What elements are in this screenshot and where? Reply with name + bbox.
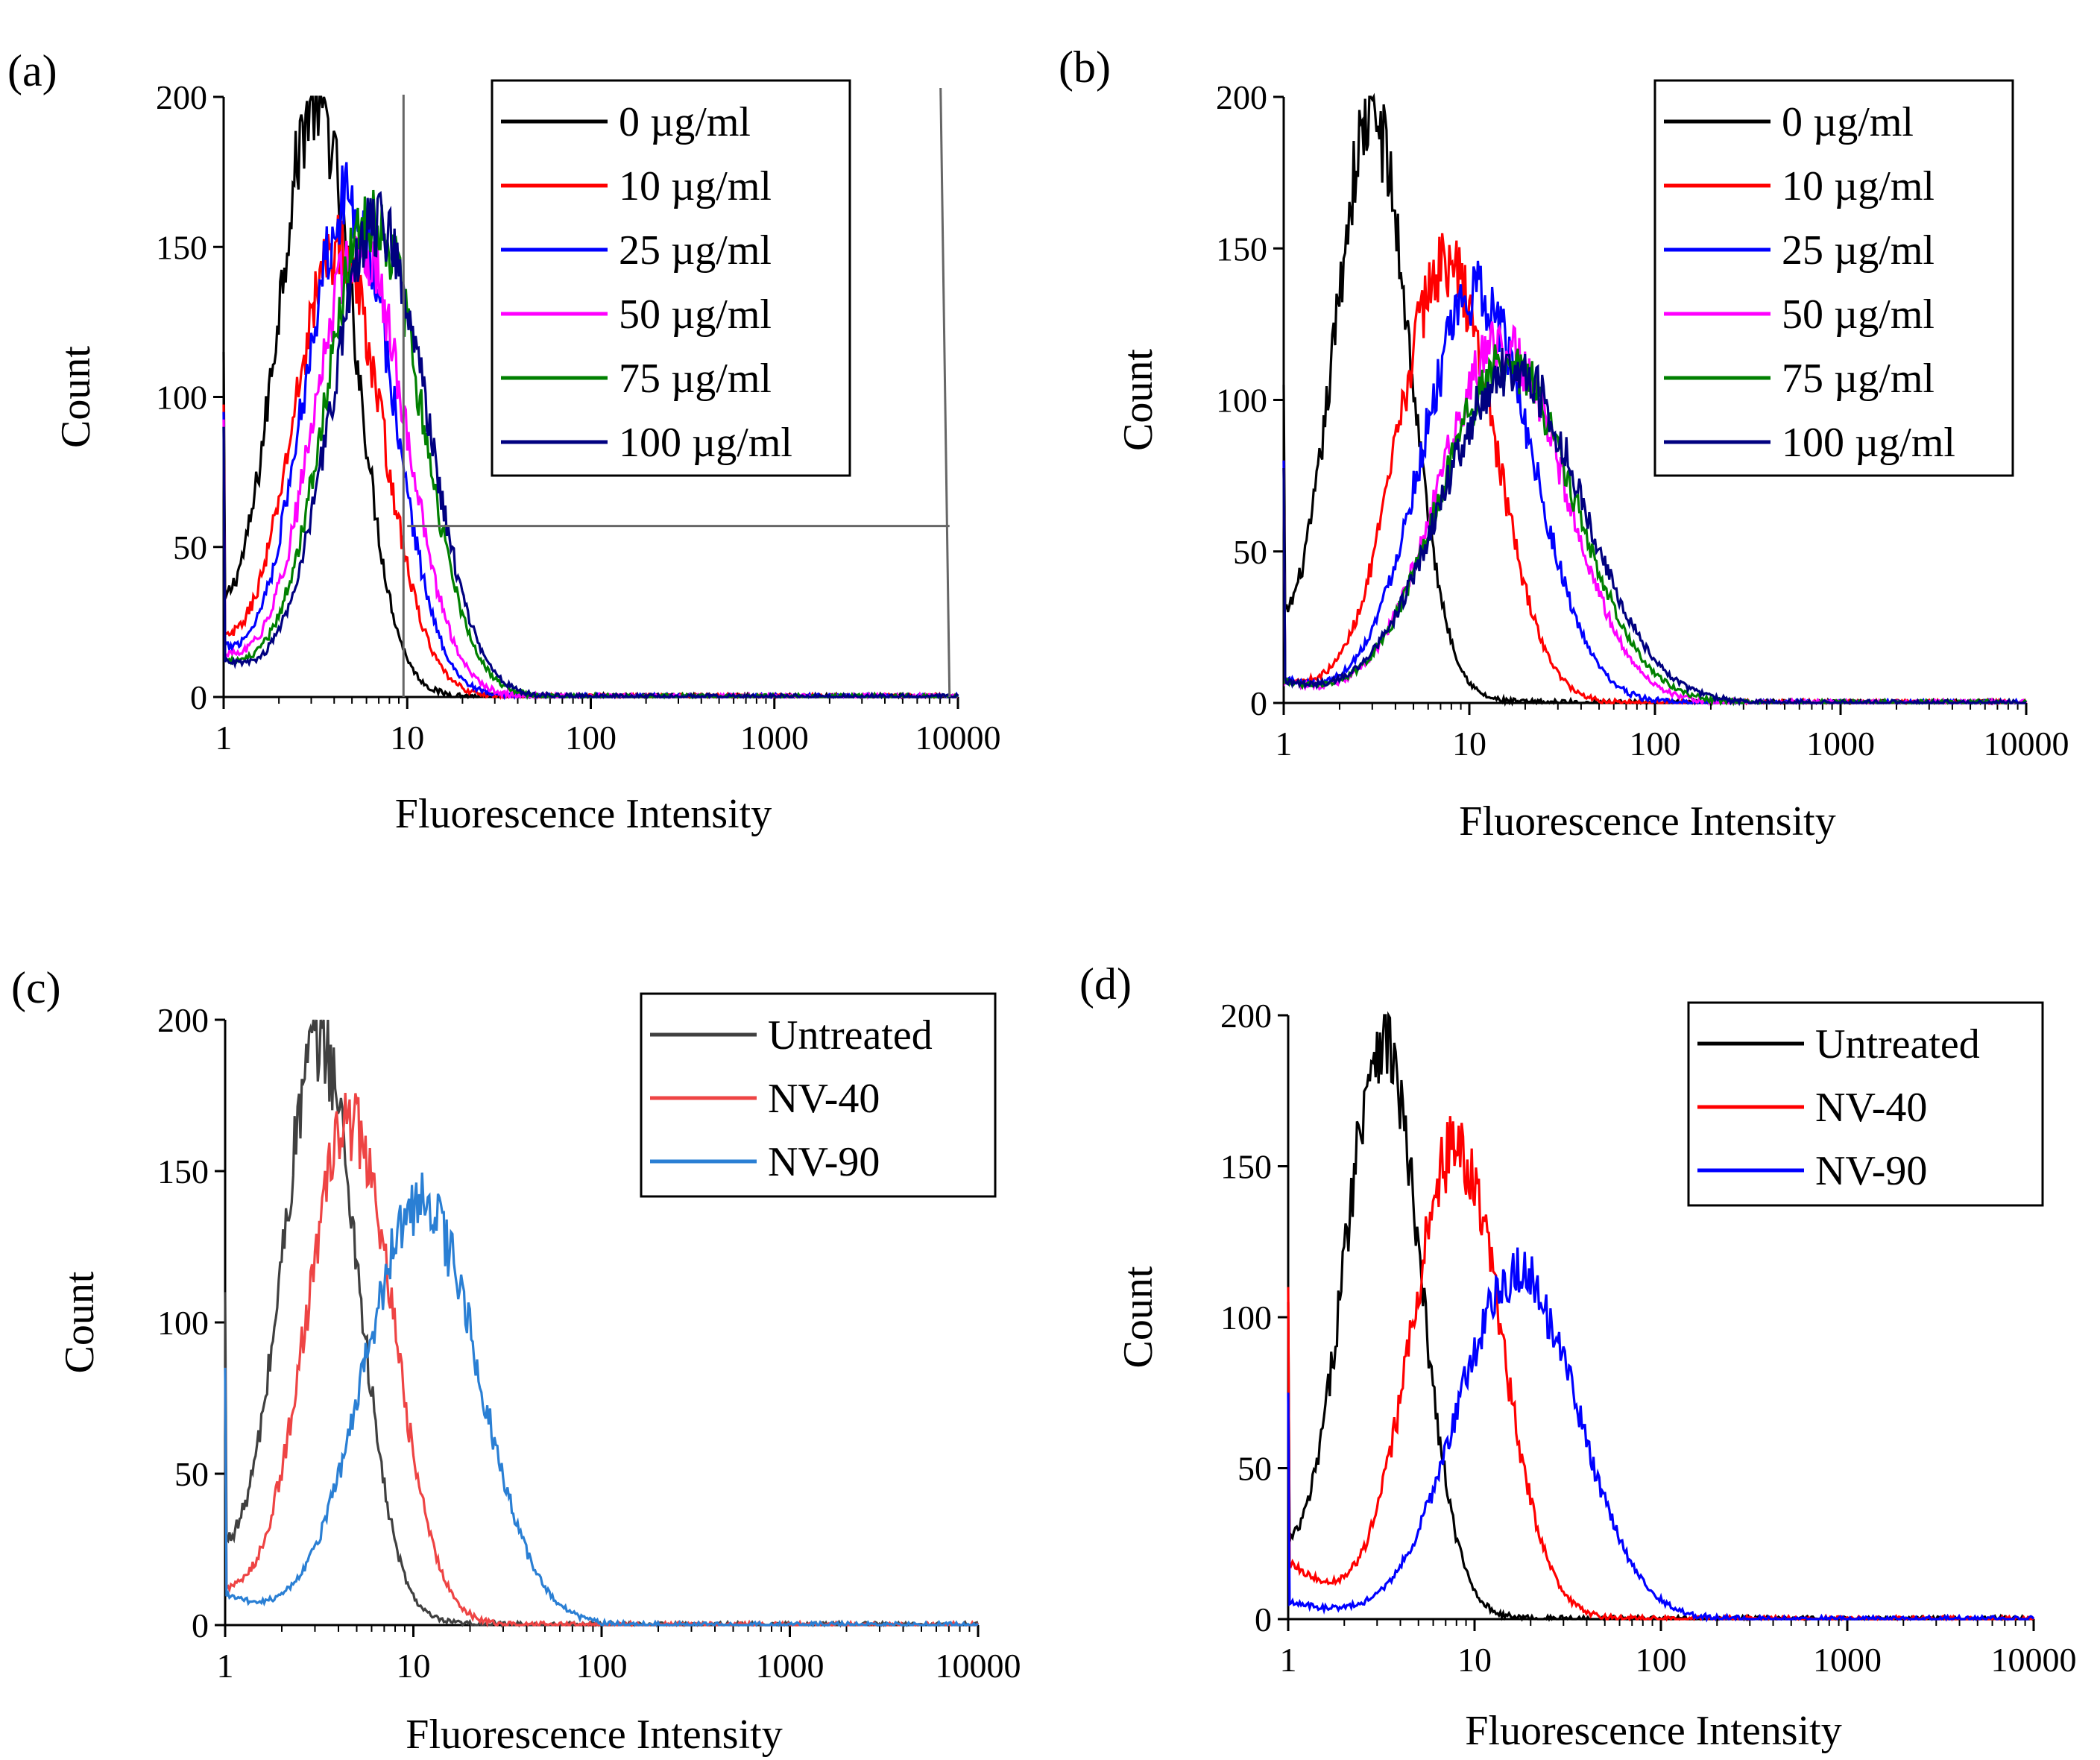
- legend-label: Untreated: [768, 1012, 933, 1059]
- series-line-100-g-ml: [222, 191, 959, 700]
- x-tick-label: 100: [576, 1647, 628, 1685]
- y-tick-label: 50: [173, 529, 207, 567]
- y-axis-title: Count: [1115, 1266, 1161, 1368]
- panel-label: (a): [7, 46, 57, 95]
- legend-label: 25 µg/ml: [1782, 227, 1935, 274]
- x-tick-label: 100: [1636, 1641, 1687, 1679]
- legend-label: NV-40: [1815, 1085, 1927, 1131]
- legend-label: 100 µg/ml: [1782, 420, 1955, 466]
- x-axis-title: Fluorescence Intensity: [1459, 798, 1835, 845]
- x-tick-label: 10000: [1991, 1641, 2077, 1679]
- y-tick-label: 100: [1216, 382, 1267, 420]
- x-axis-title: Fluorescence Intensity: [395, 791, 772, 837]
- legend: 0 µg/ml 10 µg/ml 25 µg/ml 50 µg/ml 75 µg/ml 1…: [491, 79, 851, 477]
- legend-label: 100 µg/ml: [619, 420, 792, 466]
- legend-label: NV-40: [768, 1076, 880, 1122]
- y-tick-label: 100: [157, 1304, 209, 1342]
- x-tick-label: 1: [215, 719, 233, 757]
- x-tick-label: 10: [1457, 1641, 1492, 1679]
- panel-a: (a) 0 50 100 150 200 1 10 100 1000 10000 Fluorescen…: [7, 46, 1001, 837]
- legend-label: 75 µg/ml: [619, 356, 772, 402]
- panel-d: (d) 0 50 100 150 200 1 10 100 1000 10000 Fluorescen…: [1079, 959, 2077, 1754]
- legend-label: 50 µg/ml: [619, 291, 772, 338]
- x-tick-label: 1000: [1813, 1641, 1882, 1679]
- series-line-nv-90: [1287, 1247, 2035, 1623]
- legend-label: 10 µg/ml: [1782, 163, 1935, 209]
- y-axis-title: Count: [57, 1271, 103, 1373]
- y-tick-label: 50: [1237, 1450, 1272, 1488]
- panel-label: (c): [11, 963, 61, 1012]
- y-tick-label: 0: [192, 1606, 209, 1644]
- y-tick-label: 200: [156, 78, 207, 116]
- legend-label: 75 µg/ml: [1782, 356, 1935, 402]
- gate-line-right: [939, 87, 951, 698]
- x-tick-label: 1: [1280, 1641, 1297, 1679]
- y-tick-label: 0: [190, 678, 207, 716]
- legend-label: 50 µg/ml: [1782, 291, 1935, 338]
- series-line-100-g-ml: [1282, 348, 2027, 707]
- series-line-nv-90: [224, 1172, 979, 1628]
- y-axis-title: Count: [1115, 349, 1161, 451]
- y-tick-label: 150: [156, 228, 207, 266]
- x-axis-title: Fluorescence Intensity: [406, 1712, 782, 1758]
- panel-b: (b) 0 50 100 150 200 1 10 100 1000 10000 Fluorescen…: [1059, 42, 2069, 845]
- panel-label: (d): [1079, 959, 1132, 1009]
- legend-label: 25 µg/ml: [619, 227, 772, 274]
- y-tick-label: 150: [1220, 1148, 1272, 1186]
- panel-label: (b): [1059, 42, 1111, 92]
- legend-label: 0 µg/ml: [619, 99, 751, 145]
- legend-label: 10 µg/ml: [619, 163, 772, 209]
- x-tick-label: 10: [390, 719, 424, 757]
- legend-box: [1653, 79, 2014, 477]
- legend-box: [491, 79, 851, 477]
- x-tick-label: 1: [1276, 725, 1293, 763]
- legend-label: 0 µg/ml: [1782, 99, 1914, 145]
- x-tick-label: 1000: [1806, 725, 1875, 763]
- panel-c: (c) 0 50 100 150 200 1 10 100 1000 10000 Fluorescen…: [11, 963, 1021, 1758]
- y-tick-label: 150: [157, 1152, 209, 1190]
- y-tick-label: 150: [1216, 230, 1267, 268]
- x-tick-label: 10000: [1984, 725, 2069, 763]
- legend-label: NV-90: [1815, 1148, 1927, 1194]
- x-tick-label: 10: [1452, 725, 1486, 763]
- legend-label: NV-90: [768, 1139, 880, 1185]
- x-tick-label: 100: [1630, 725, 1681, 763]
- y-tick-label: 50: [174, 1455, 209, 1493]
- y-tick-label: 200: [1216, 78, 1267, 116]
- y-tick-label: 100: [1220, 1299, 1272, 1337]
- legend-label: Untreated: [1815, 1021, 1980, 1067]
- legend: 0 µg/ml 10 µg/ml 25 µg/ml 50 µg/ml 75 µg/ml 1…: [1653, 79, 2014, 477]
- y-tick-label: 50: [1233, 533, 1267, 571]
- y-tick-label: 0: [1255, 1600, 1272, 1638]
- x-tick-label: 10: [397, 1647, 431, 1685]
- x-tick-label: 10000: [936, 1647, 1021, 1685]
- y-tick-label: 200: [1220, 997, 1272, 1035]
- x-tick-label: 1000: [740, 719, 809, 757]
- x-axis-title: Fluorescence Intensity: [1465, 1708, 1841, 1754]
- x-tick-label: 100: [565, 719, 617, 757]
- y-tick-label: 200: [157, 1001, 209, 1039]
- y-axis-title: Count: [53, 346, 99, 448]
- x-tick-label: 10000: [915, 719, 1001, 757]
- legend: Untreated NV-40 NV-90: [1687, 1001, 2044, 1207]
- x-tick-label: 1000: [756, 1647, 824, 1685]
- legend: Untreated NV-40 NV-90: [640, 992, 997, 1198]
- y-tick-label: 100: [156, 379, 207, 417]
- y-tick-label: 0: [1250, 684, 1267, 722]
- x-tick-label: 1: [217, 1647, 234, 1685]
